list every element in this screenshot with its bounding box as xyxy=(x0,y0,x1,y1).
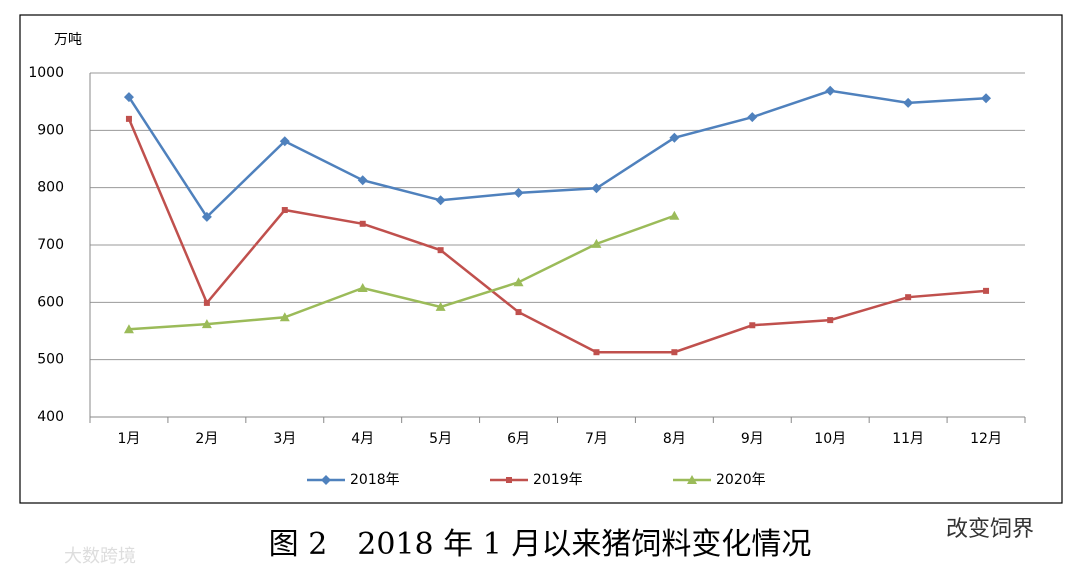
data-point xyxy=(983,287,990,294)
data-point xyxy=(201,319,212,329)
data-point xyxy=(123,92,134,103)
legend-marker xyxy=(321,475,331,485)
series-line xyxy=(128,214,675,331)
data-point xyxy=(905,294,912,301)
chart-frame xyxy=(19,14,1063,504)
data-point xyxy=(593,349,600,356)
data-point xyxy=(201,211,212,222)
y-tick-label: 600 xyxy=(37,294,64,310)
data-point xyxy=(435,301,446,311)
watermark: 大数跨境 xyxy=(64,546,136,567)
caption: 图 2 2018 年 1 月以来猪饲料变化情况 xyxy=(269,527,812,562)
data-point xyxy=(359,220,366,227)
y-tick-label: 500 xyxy=(37,352,64,368)
data-point xyxy=(123,324,134,334)
data-point xyxy=(669,210,680,220)
x-tick-label: 7月 xyxy=(585,431,608,447)
legend-label: 2018年 xyxy=(350,472,400,488)
data-point xyxy=(279,136,290,147)
x-tick-label: 8月 xyxy=(663,431,686,447)
x-tick-label: 5月 xyxy=(429,431,452,447)
series-line xyxy=(127,118,987,354)
data-point xyxy=(827,317,834,324)
y-axis-label: 万吨 xyxy=(54,32,82,48)
legend-marker xyxy=(687,475,697,484)
series-line xyxy=(127,89,987,219)
x-tick-label: 4月 xyxy=(351,431,374,447)
data-point xyxy=(513,187,524,198)
x-tick-label: 3月 xyxy=(273,431,296,447)
data-point xyxy=(747,112,758,123)
y-tick-label: 800 xyxy=(37,180,64,196)
data-point xyxy=(825,85,836,96)
watermark: 改变饲界 xyxy=(946,517,1034,542)
data-point xyxy=(357,283,368,292)
x-tick-label: 2月 xyxy=(195,431,218,447)
data-point xyxy=(125,115,132,122)
data-point xyxy=(515,309,522,316)
data-point xyxy=(903,97,914,108)
data-point xyxy=(279,312,290,322)
x-tick-label: 12月 xyxy=(970,431,1002,447)
x-tick-label: 9月 xyxy=(741,431,764,447)
data-point xyxy=(749,322,756,329)
data-point xyxy=(981,93,992,104)
y-tick-label: 1000 xyxy=(28,65,64,81)
legend-label: 2019年 xyxy=(533,472,583,488)
data-point xyxy=(669,132,680,143)
data-point xyxy=(671,349,678,356)
x-tick-label: 11月 xyxy=(892,431,924,447)
x-tick-label: 6月 xyxy=(507,431,530,447)
data-point xyxy=(203,299,210,306)
legend-marker xyxy=(506,477,512,483)
data-point xyxy=(591,183,602,194)
data-point xyxy=(357,175,368,186)
x-tick-label: 10月 xyxy=(814,431,846,447)
y-tick-label: 900 xyxy=(37,122,64,138)
data-point xyxy=(591,238,602,248)
y-tick-label: 700 xyxy=(37,237,64,253)
x-tick-label: 1月 xyxy=(117,431,140,447)
y-tick-label: 400 xyxy=(37,409,64,425)
data-point xyxy=(437,247,444,254)
data-point xyxy=(281,207,288,214)
legend-label: 2020年 xyxy=(716,472,766,488)
data-point xyxy=(513,277,524,287)
data-point xyxy=(435,195,446,206)
